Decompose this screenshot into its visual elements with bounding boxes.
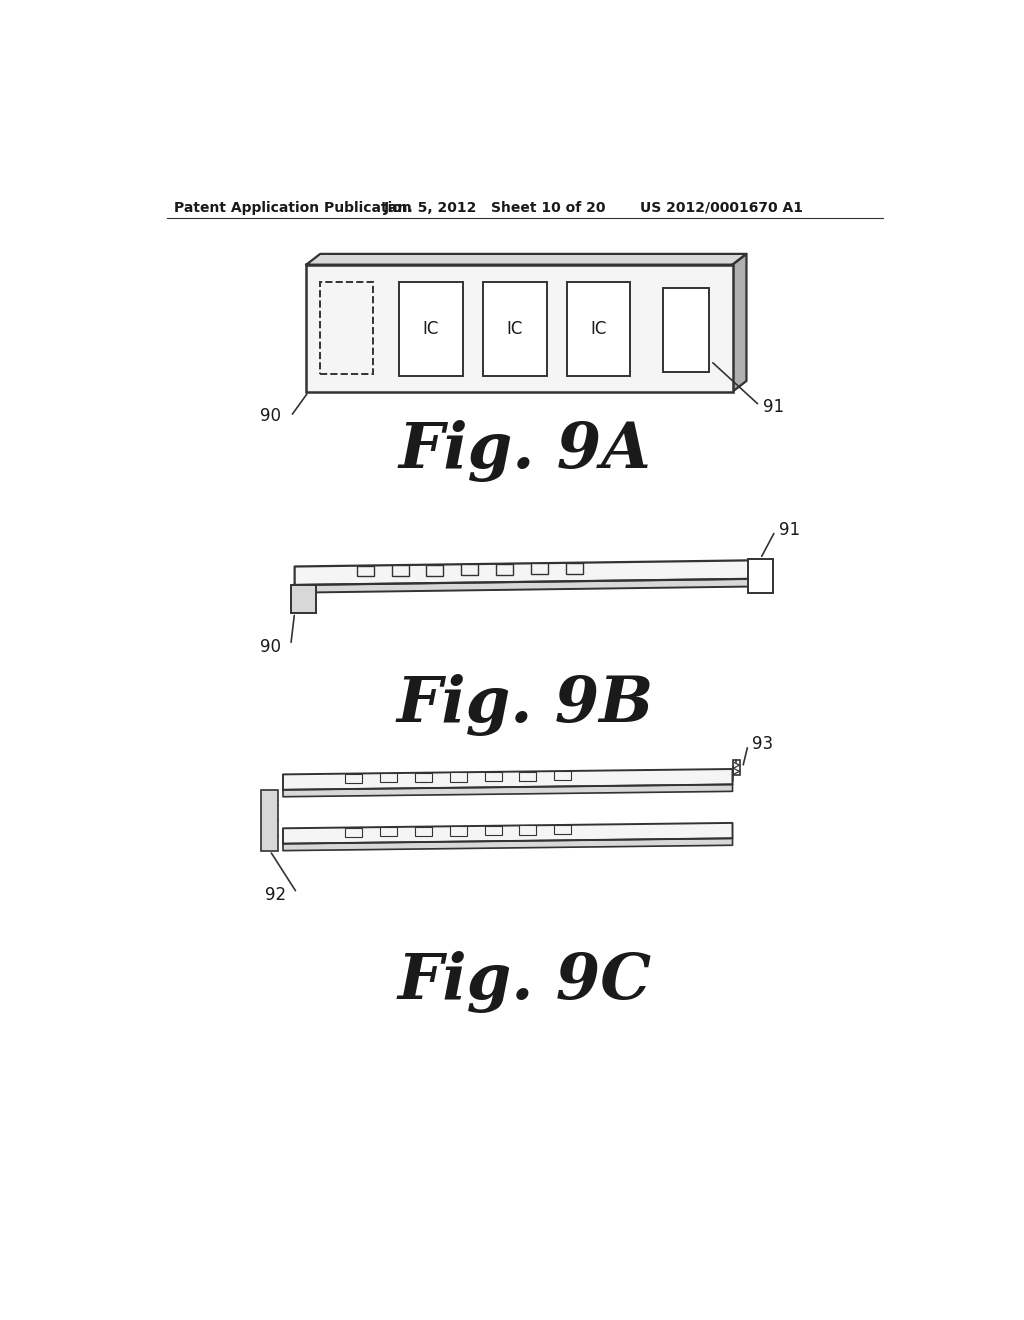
Bar [484,772,502,781]
Bar [450,826,467,836]
Text: IC: IC [507,319,523,338]
Polygon shape [295,561,752,585]
Bar [321,281,373,374]
Bar [345,774,362,783]
Bar [663,288,710,372]
Bar [554,825,571,834]
Bar [748,558,773,593]
Text: Jan. 5, 2012   Sheet 10 of 20: Jan. 5, 2012 Sheet 10 of 20 [384,201,606,215]
Bar [483,281,547,376]
Bar [345,828,362,837]
Bar [519,772,537,781]
Text: 93: 93 [752,735,773,752]
Bar [261,789,279,850]
Bar [566,281,630,376]
Text: IC: IC [590,319,606,338]
Polygon shape [283,822,732,843]
Polygon shape [283,784,732,797]
Bar [531,564,548,574]
Bar [415,826,432,836]
Bar [415,772,432,781]
Polygon shape [295,579,752,593]
Bar [380,828,397,837]
Text: 92: 92 [265,886,286,903]
Text: 91: 91 [779,520,800,539]
Bar [496,564,513,574]
Bar [554,771,571,780]
Text: 91: 91 [764,399,784,416]
Bar [380,774,397,783]
Bar [391,565,409,576]
Polygon shape [732,253,746,392]
Polygon shape [306,253,746,264]
Text: Fig. 9C: Fig. 9C [397,952,652,1014]
Polygon shape [283,838,732,850]
Text: US 2012/0001670 A1: US 2012/0001670 A1 [640,201,803,215]
Text: Patent Application Publication: Patent Application Publication [174,201,413,215]
Text: 90: 90 [260,408,282,425]
Polygon shape [283,770,732,789]
Bar [356,566,374,577]
Bar [450,772,467,781]
Bar [484,826,502,836]
Text: 90: 90 [260,638,281,656]
Bar [519,825,537,834]
Bar [426,565,443,576]
Bar [399,281,463,376]
Text: IC: IC [423,319,439,338]
Bar [566,562,583,574]
Bar [291,585,315,612]
Text: Fig. 9A: Fig. 9A [398,420,651,482]
Bar [461,564,478,576]
Bar [306,264,732,392]
Bar [732,760,740,775]
Text: Fig. 9B: Fig. 9B [396,675,653,737]
